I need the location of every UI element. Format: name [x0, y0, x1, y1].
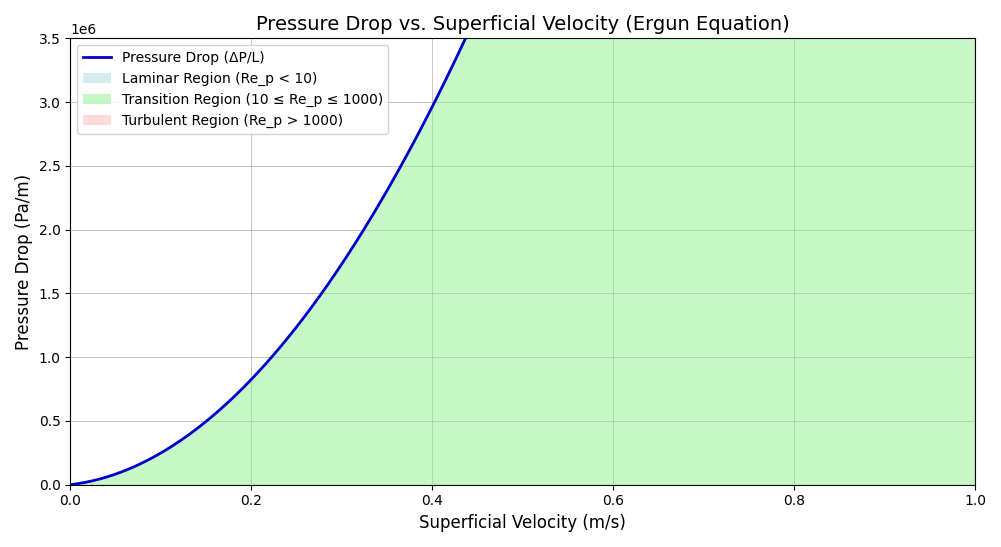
X-axis label: Superficial Velocity (m/s): Superficial Velocity (m/s) — [419, 514, 626, 532]
Title: Pressure Drop vs. Superficial Velocity (Ergun Equation): Pressure Drop vs. Superficial Velocity (… — [256, 15, 790, 34]
Y-axis label: Pressure Drop (Pa/m): Pressure Drop (Pa/m) — [15, 173, 33, 350]
Legend: Pressure Drop (ΔP/L), Laminar Region (Re_p < 10), Transition Region (10 ≤ Re_p ≤: Pressure Drop (ΔP/L), Laminar Region (Re… — [77, 45, 388, 133]
